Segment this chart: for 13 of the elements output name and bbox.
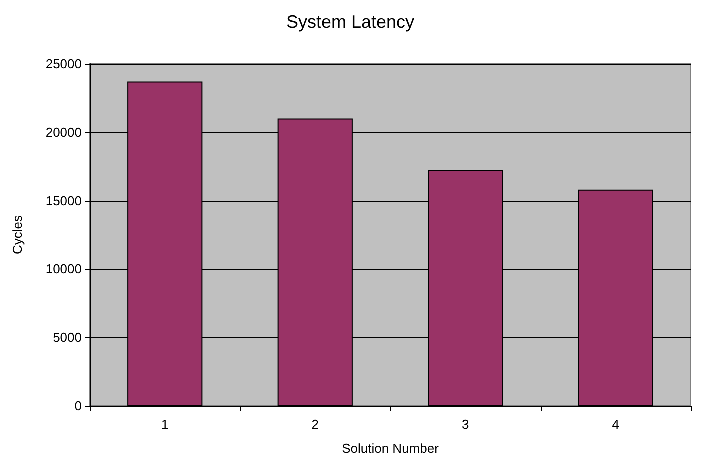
x-tick-label: 4 xyxy=(612,417,620,432)
y-axis-title: Cycles xyxy=(10,215,25,255)
x-tick-label: 1 xyxy=(162,417,169,432)
y-tick-label: 5000 xyxy=(53,330,82,346)
x-axis-title: Solution Number xyxy=(342,441,440,456)
y-tick-label: 10000 xyxy=(46,262,82,277)
y-tick-label: 25000 xyxy=(46,56,82,72)
y-tick-label: 20000 xyxy=(46,124,82,140)
y-tick-label: 15000 xyxy=(46,193,82,208)
y-tick-label: 0 xyxy=(74,398,82,414)
x-tick-label: 2 xyxy=(312,417,319,432)
chart-title: System Latency xyxy=(286,12,415,32)
x-tick-label: 3 xyxy=(462,417,470,432)
